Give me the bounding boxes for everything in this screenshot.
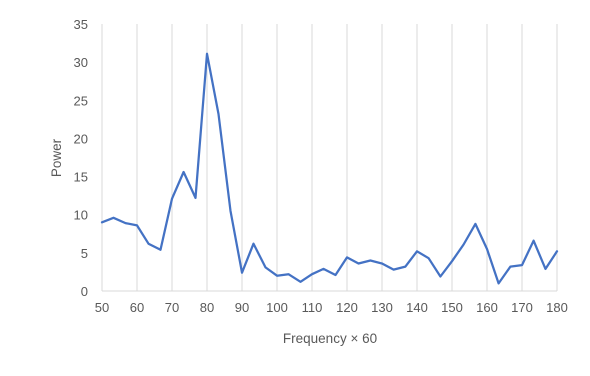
y-tick-label: 10 xyxy=(74,208,88,223)
x-axis-title: Frequency × 60 xyxy=(283,331,377,346)
series-line xyxy=(100,52,559,285)
y-tick-label: 35 xyxy=(74,17,88,32)
x-tick-label: 120 xyxy=(336,300,358,315)
x-tick-label: 180 xyxy=(546,300,568,315)
x-tick-label: 60 xyxy=(130,300,144,315)
x-tick-label: 140 xyxy=(406,300,428,315)
x-tick-label: 100 xyxy=(266,300,288,315)
x-tick-label: 110 xyxy=(302,300,323,315)
x-tick-label: 80 xyxy=(200,300,214,315)
y-tick-label: 20 xyxy=(74,131,88,146)
x-tick-label: 150 xyxy=(441,300,463,315)
x-tick-label: 90 xyxy=(235,300,249,315)
y-tick-labels: 0 5 10 15 20 25 30 35 xyxy=(74,17,88,299)
gridlines xyxy=(101,24,558,292)
x-tick-label: 170 xyxy=(511,300,533,315)
y-tick-label: 0 xyxy=(81,284,88,299)
y-tick-label: 5 xyxy=(81,246,88,261)
x-tick-label: 70 xyxy=(165,300,179,315)
x-tick-labels: 50 60 70 80 90 100 110 120 130 140 150 160 170 180 xyxy=(95,300,568,315)
y-tick-label: 25 xyxy=(74,93,88,108)
y-axis-title: Power xyxy=(49,138,64,177)
y-tick-label: 30 xyxy=(74,55,88,70)
y-tick-label: 15 xyxy=(74,170,88,185)
x-tick-label: 50 xyxy=(95,300,109,315)
x-tick-label: 130 xyxy=(371,300,393,315)
x-tick-label: 160 xyxy=(476,300,498,315)
